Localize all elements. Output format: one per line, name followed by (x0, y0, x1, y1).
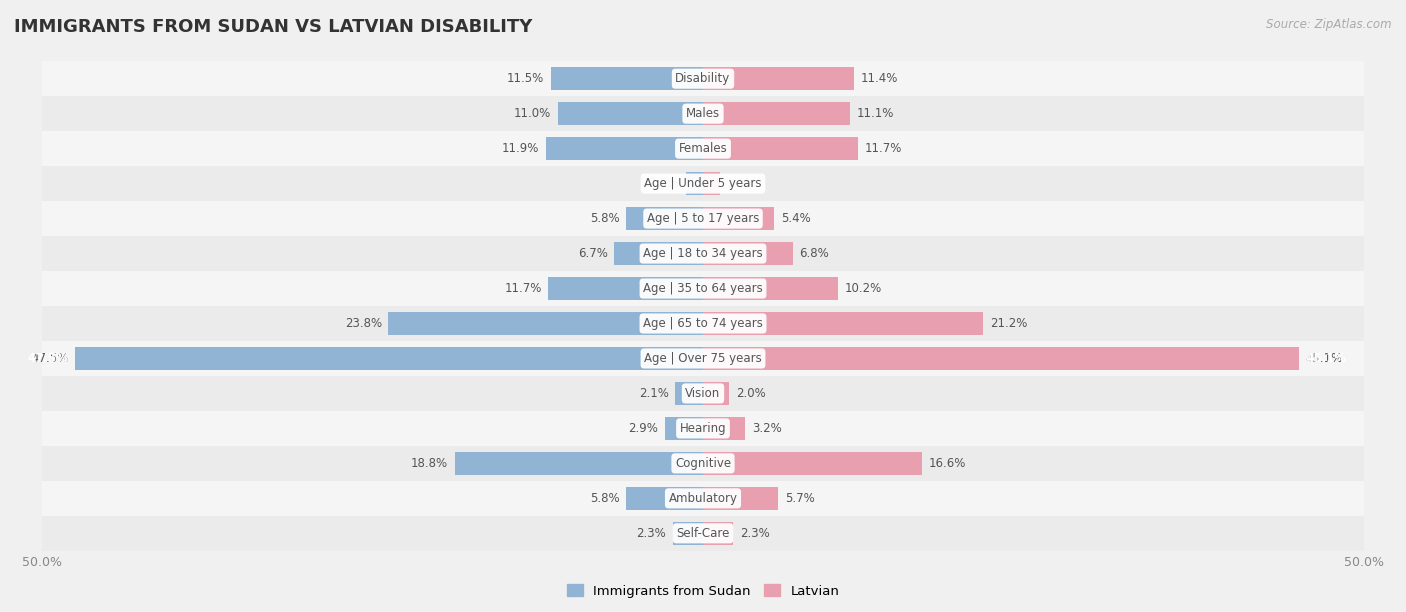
Text: 5.8%: 5.8% (591, 492, 620, 505)
Text: 2.1%: 2.1% (638, 387, 669, 400)
Text: 1.3%: 1.3% (727, 177, 756, 190)
Text: Age | 65 to 74 years: Age | 65 to 74 years (643, 317, 763, 330)
Text: 16.6%: 16.6% (929, 457, 966, 470)
Text: Age | 35 to 64 years: Age | 35 to 64 years (643, 282, 763, 295)
Bar (703, 172, 720, 195)
Text: Hearing: Hearing (679, 422, 727, 435)
Text: 11.0%: 11.0% (513, 107, 551, 120)
Bar (703, 137, 858, 160)
Text: 11.9%: 11.9% (502, 142, 538, 155)
Text: Ambulatory: Ambulatory (668, 492, 738, 505)
Text: 45.1%: 45.1% (1306, 352, 1343, 365)
Bar (703, 277, 838, 300)
Text: 11.5%: 11.5% (508, 72, 544, 85)
Text: 2.0%: 2.0% (737, 387, 766, 400)
Bar (42, 61, 1364, 96)
Text: 21.2%: 21.2% (990, 317, 1028, 330)
Bar (672, 522, 703, 545)
Bar (703, 347, 1299, 370)
Bar (665, 417, 703, 440)
Text: 2.3%: 2.3% (637, 527, 666, 540)
Text: 47.5%: 47.5% (31, 352, 69, 365)
Bar (546, 137, 703, 160)
Bar (42, 271, 1364, 306)
Text: 11.7%: 11.7% (505, 282, 541, 295)
Text: Cognitive: Cognitive (675, 457, 731, 470)
Text: Females: Females (679, 142, 727, 155)
Text: Disability: Disability (675, 72, 731, 85)
Text: 11.4%: 11.4% (860, 72, 897, 85)
Text: 6.8%: 6.8% (800, 247, 830, 260)
Bar (42, 201, 1364, 236)
Text: 1.3%: 1.3% (650, 177, 679, 190)
Text: 5.4%: 5.4% (780, 212, 811, 225)
Text: IMMIGRANTS FROM SUDAN VS LATVIAN DISABILITY: IMMIGRANTS FROM SUDAN VS LATVIAN DISABIL… (14, 18, 533, 36)
Text: Self-Care: Self-Care (676, 527, 730, 540)
Text: 23.8%: 23.8% (344, 317, 382, 330)
Text: 10.2%: 10.2% (845, 282, 882, 295)
Bar (703, 487, 779, 510)
Bar (686, 172, 703, 195)
Text: 11.1%: 11.1% (856, 107, 894, 120)
Bar (42, 446, 1364, 481)
Bar (42, 376, 1364, 411)
Text: 45.1%: 45.1% (1306, 352, 1347, 365)
Bar (42, 516, 1364, 551)
Text: 5.8%: 5.8% (591, 212, 620, 225)
Bar (558, 102, 703, 125)
Bar (548, 277, 703, 300)
Text: 6.7%: 6.7% (578, 247, 607, 260)
Text: 11.7%: 11.7% (865, 142, 901, 155)
Bar (388, 312, 703, 335)
Text: Vision: Vision (685, 387, 721, 400)
Bar (76, 347, 703, 370)
Text: Age | Over 75 years: Age | Over 75 years (644, 352, 762, 365)
Bar (703, 312, 983, 335)
Bar (703, 522, 734, 545)
Bar (703, 242, 793, 265)
Text: Age | 5 to 17 years: Age | 5 to 17 years (647, 212, 759, 225)
Bar (626, 487, 703, 510)
Bar (42, 131, 1364, 166)
Bar (703, 452, 922, 475)
Text: Age | 18 to 34 years: Age | 18 to 34 years (643, 247, 763, 260)
Bar (675, 382, 703, 405)
Text: 47.5%: 47.5% (28, 352, 69, 365)
Text: Males: Males (686, 107, 720, 120)
Bar (42, 236, 1364, 271)
Text: 2.3%: 2.3% (740, 527, 769, 540)
Text: Age | Under 5 years: Age | Under 5 years (644, 177, 762, 190)
Text: 5.7%: 5.7% (785, 492, 814, 505)
Bar (703, 67, 853, 90)
Bar (42, 96, 1364, 131)
Text: 18.8%: 18.8% (411, 457, 449, 470)
Bar (614, 242, 703, 265)
Bar (42, 306, 1364, 341)
Bar (703, 207, 775, 230)
Bar (42, 341, 1364, 376)
Bar (42, 166, 1364, 201)
Text: Source: ZipAtlas.com: Source: ZipAtlas.com (1267, 18, 1392, 31)
Bar (454, 452, 703, 475)
Bar (626, 207, 703, 230)
Legend: Immigrants from Sudan, Latvian: Immigrants from Sudan, Latvian (561, 579, 845, 603)
Bar (42, 481, 1364, 516)
Bar (703, 382, 730, 405)
Bar (703, 417, 745, 440)
Text: 2.9%: 2.9% (628, 422, 658, 435)
Text: 3.2%: 3.2% (752, 422, 782, 435)
Bar (703, 102, 849, 125)
Bar (551, 67, 703, 90)
Bar (42, 411, 1364, 446)
